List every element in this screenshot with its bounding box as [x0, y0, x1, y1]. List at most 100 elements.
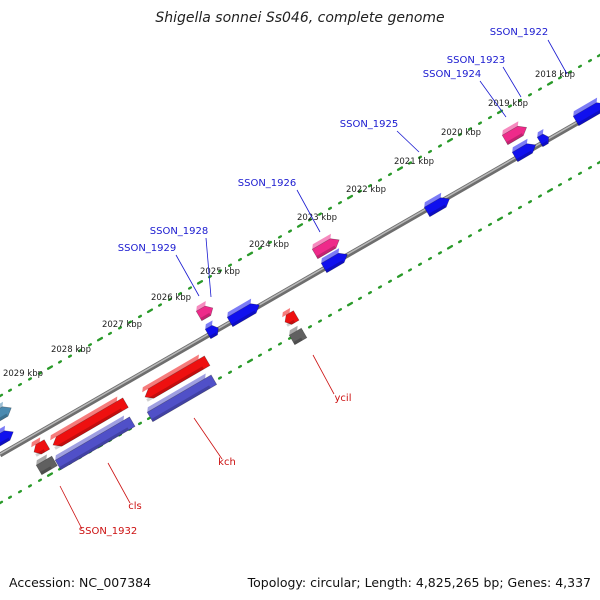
kbp-tick-label: 2027 kbp	[102, 320, 142, 330]
major-tick-mark	[146, 308, 154, 314]
minor-tick-dot	[487, 115, 493, 120]
minor-tick-dot	[307, 218, 313, 222]
genome-summary-text: Topology: circular; Length: 4,825,265 bp…	[247, 575, 591, 590]
minor-tick-dot	[417, 262, 423, 267]
gene-label-top: SSON_1924	[423, 69, 482, 80]
minor-tick-dot	[217, 376, 223, 380]
major-tick-mark	[546, 188, 554, 193]
minor-tick-dot	[257, 353, 263, 357]
minor-tick-dot	[37, 371, 43, 375]
label-leader-line	[547, 39, 568, 75]
major-tick-mark	[446, 137, 454, 143]
kbp-tick-label: 2020 kbp	[441, 128, 481, 138]
minor-tick-dot	[427, 149, 433, 154]
genome-backbone	[0, 107, 600, 458]
minor-tick-dot	[387, 279, 393, 284]
gene-label-top: SSON_1929	[118, 243, 177, 254]
minor-tick-dot	[137, 314, 143, 319]
gene-label-top: SSON_1925	[340, 119, 399, 130]
label-leader-line	[107, 462, 131, 504]
accession-text: Accession: NC_007384	[9, 575, 152, 590]
label-leader-line	[59, 485, 83, 530]
minor-tick-dot	[437, 144, 443, 148]
gene-labels: SSON_1922 SSON_1923 SSON_1924 SSON_1925 SSON…	[59, 27, 568, 537]
gene-steel-left	[0, 401, 12, 424]
minor-tick-dot	[517, 98, 523, 103]
minor-tick-dot	[17, 489, 23, 494]
minor-tick-dot	[527, 93, 533, 97]
kbp-tick-label: 2026 kbp	[151, 293, 191, 303]
kbp-tick-label: 2025 kbp	[200, 267, 240, 277]
minor-tick-dot	[277, 342, 283, 346]
minor-tick-dot	[117, 326, 123, 330]
minor-tick-dot	[127, 320, 133, 324]
kbp-tick-labels: 2018 kbp 2019 kbp 2020 kbp 2021 kbp 2022 kbp…	[3, 70, 575, 379]
minor-tick-dot	[17, 382, 23, 387]
minor-tick-dot	[407, 161, 413, 165]
minor-tick-dot	[527, 200, 533, 204]
minor-tick-dot	[27, 484, 33, 488]
minor-tick-dot	[417, 155, 423, 160]
gene-features	[0, 97, 600, 476]
gene-sson-1922	[572, 97, 600, 127]
major-tick-mark	[246, 251, 254, 257]
major-tick-mark	[596, 53, 600, 58]
minor-tick-dot	[107, 331, 113, 336]
minor-tick-dot	[477, 121, 483, 125]
major-tick-mark	[46, 365, 54, 370]
minor-tick-dot	[317, 212, 323, 216]
major-tick-mark	[296, 223, 304, 228]
minor-tick-dot	[407, 268, 413, 272]
gene-sson-1926	[311, 233, 340, 260]
gene-label-top: SSON_1923	[447, 55, 506, 66]
gene-sson-1932	[35, 454, 58, 476]
minor-tick-dot	[467, 127, 473, 131]
minor-tick-dot	[367, 184, 373, 188]
minor-tick-dot	[507, 104, 513, 108]
backbone-highlight	[0, 108, 600, 455]
gene-label-bottom: cls	[128, 501, 142, 512]
minor-tick-dot	[177, 291, 183, 296]
gene-red-small	[282, 308, 300, 327]
minor-tick-dot	[337, 201, 343, 205]
minor-tick-dot	[557, 76, 563, 80]
minor-tick-dot	[267, 240, 273, 245]
minor-tick-dot	[427, 256, 433, 261]
label-leader-line	[312, 354, 335, 395]
major-tick-mark	[0, 500, 4, 505]
minor-tick-dot	[327, 313, 333, 318]
outer-tick-track	[0, 53, 600, 398]
label-leader-line	[479, 80, 507, 118]
major-tick-mark	[446, 244, 454, 250]
minor-tick-dot	[537, 87, 543, 91]
kbp-tick-label: 2029 kbp	[3, 369, 43, 379]
gene-label-top: SSON_1928	[150, 226, 209, 237]
gene-label-bottom: ycil	[335, 393, 352, 404]
gene-sson-1929	[195, 301, 214, 322]
minor-tick-dot	[357, 296, 363, 301]
label-leader-line	[205, 237, 212, 298]
minor-tick-dot	[7, 388, 13, 393]
minor-tick-dot	[577, 64, 583, 69]
gene-label-bottom: SSON_1932	[79, 526, 138, 537]
major-tick-mark	[0, 393, 4, 398]
gene-sson-1927	[226, 298, 260, 328]
kbp-tick-label: 2019 kbp	[488, 99, 528, 109]
gene-cls-red	[50, 396, 129, 450]
minor-tick-dot	[357, 189, 363, 194]
minor-tick-dot	[467, 234, 473, 238]
major-tick-mark	[246, 358, 254, 364]
minor-tick-dot	[187, 286, 193, 290]
minor-tick-dot	[337, 308, 343, 312]
minor-tick-dot	[587, 165, 593, 170]
kbp-tick-label: 2023 kbp	[297, 213, 337, 223]
gene-sson-1928	[204, 320, 219, 340]
kbp-tick-label: 2018 kbp	[535, 70, 575, 80]
major-tick-mark	[346, 301, 354, 307]
minor-tick-dot	[137, 421, 143, 426]
minor-tick-dot	[307, 325, 313, 329]
map-title: Shigella sonnei Ss046, complete genome	[155, 10, 445, 26]
minor-tick-dot	[507, 211, 513, 215]
minor-tick-dot	[237, 364, 243, 369]
gene-gray-small	[288, 325, 308, 346]
